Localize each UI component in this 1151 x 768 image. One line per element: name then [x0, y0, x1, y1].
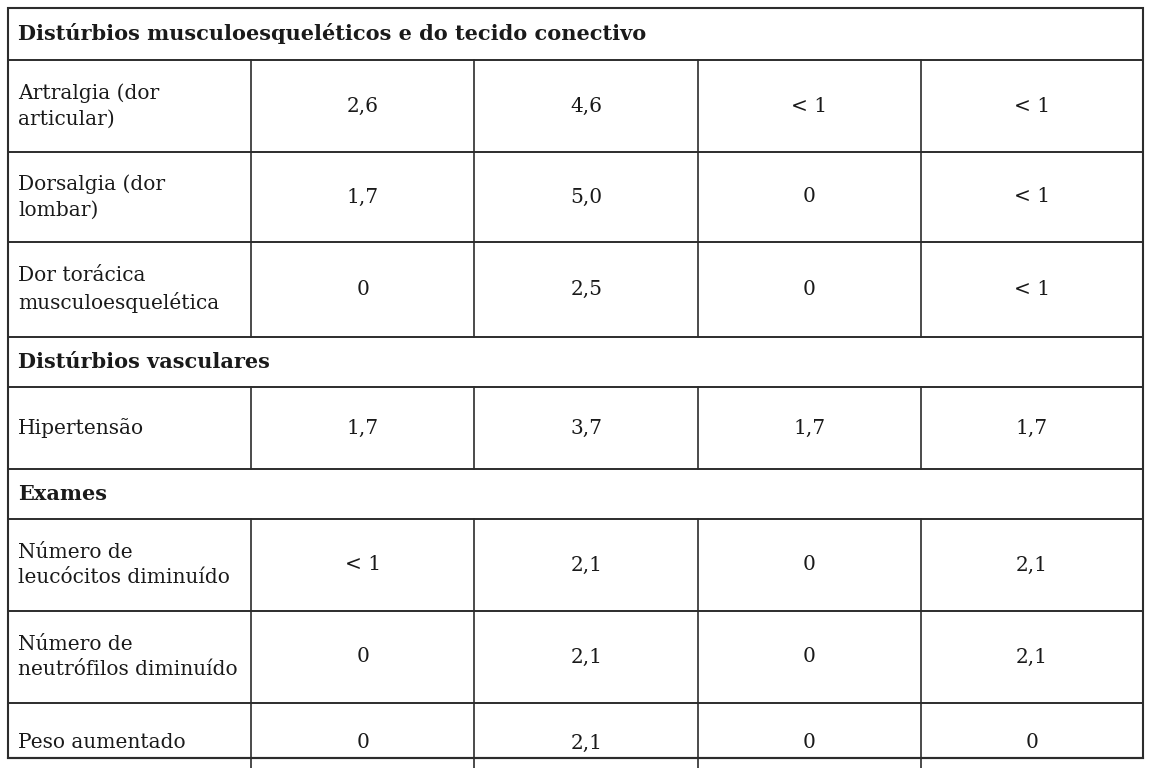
Text: < 1: < 1	[791, 97, 828, 115]
Text: 1,7: 1,7	[1015, 419, 1047, 438]
Text: 0: 0	[803, 647, 816, 667]
Text: 0: 0	[357, 280, 369, 299]
Text: Exames: Exames	[18, 484, 107, 504]
Text: 2,1: 2,1	[1016, 555, 1047, 574]
Text: Hipertensão: Hipertensão	[18, 418, 144, 438]
Text: 1,7: 1,7	[346, 187, 379, 207]
Text: < 1: < 1	[1014, 97, 1050, 115]
Text: 1,7: 1,7	[346, 419, 379, 438]
Text: Número de
leucócitos diminuído: Número de leucócitos diminuído	[18, 543, 230, 587]
Text: Peso aumentado: Peso aumentado	[18, 733, 185, 753]
Text: Dorsalgia (dor
lombar): Dorsalgia (dor lombar)	[18, 174, 165, 220]
Text: 3,7: 3,7	[570, 419, 602, 438]
Text: 0: 0	[357, 733, 369, 753]
Text: 0: 0	[803, 187, 816, 207]
Text: 0: 0	[1026, 733, 1038, 753]
Text: 0: 0	[357, 647, 369, 667]
Text: 0: 0	[803, 733, 816, 753]
Text: 2,1: 2,1	[570, 733, 602, 753]
Text: < 1: < 1	[1014, 187, 1050, 207]
Text: 0: 0	[803, 280, 816, 299]
Text: 4,6: 4,6	[570, 97, 602, 115]
Text: < 1: < 1	[344, 555, 381, 574]
Text: 1,7: 1,7	[793, 419, 825, 438]
Text: < 1: < 1	[1014, 280, 1050, 299]
Text: 2,5: 2,5	[570, 280, 602, 299]
Text: Número de
neutrófilos diminuído: Número de neutrófilos diminuído	[18, 635, 237, 679]
Text: Dor torácica
musculoesquelética: Dor torácica musculoesquelética	[18, 266, 219, 313]
Text: Distúrbios vasculares: Distúrbios vasculares	[18, 352, 269, 372]
Text: 2,1: 2,1	[1016, 647, 1047, 667]
Text: Distúrbios musculoesqueléticos e do tecido conectivo: Distúrbios musculoesqueléticos e do teci…	[18, 24, 646, 45]
Text: 5,0: 5,0	[570, 187, 602, 207]
Text: 2,1: 2,1	[570, 555, 602, 574]
Text: Artralgia (dor
articular): Artralgia (dor articular)	[18, 84, 159, 128]
Text: 2,1: 2,1	[570, 647, 602, 667]
Text: 0: 0	[803, 555, 816, 574]
Text: 2,6: 2,6	[346, 97, 379, 115]
